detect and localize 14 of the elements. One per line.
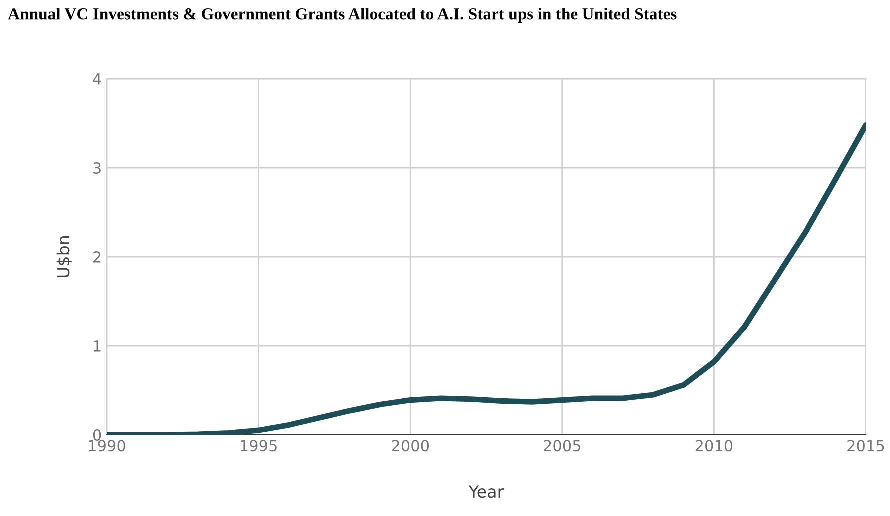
- x-axis-title: Year: [468, 486, 504, 498]
- y-tick-label: 2: [94, 251, 101, 263]
- x-tick-label: 2015: [848, 440, 884, 452]
- x-tick-label: 2005: [544, 440, 581, 452]
- y-axis-title: U$bn: [56, 236, 72, 278]
- y-tick-label: 1: [94, 340, 101, 352]
- y-tick-label: 4: [93, 74, 102, 85]
- x-tick-label: 1990: [89, 440, 126, 452]
- x-tick-label: 2010: [696, 440, 733, 452]
- chart-title: Annual VC Investments & Government Grants Allocated to A.I. Start ups in the United States: [8, 8, 677, 24]
- x-tick-label: 2000: [392, 440, 430, 452]
- y-tick-label: 0: [93, 429, 102, 442]
- y-tick-label: 3: [94, 162, 101, 174]
- x-tick-label: 1995: [241, 440, 277, 452]
